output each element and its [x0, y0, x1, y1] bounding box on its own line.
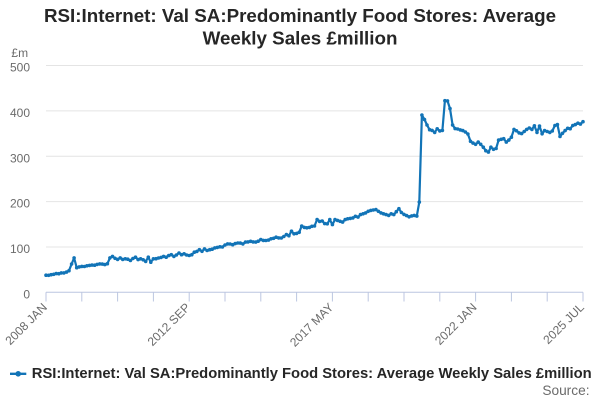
svg-text:500: 500 [10, 61, 30, 75]
svg-text:£m: £m [11, 46, 28, 60]
svg-text:2017 MAY: 2017 MAY [287, 300, 336, 349]
svg-text:400: 400 [10, 106, 30, 120]
svg-text:Weekly Sales £million: Weekly Sales £million [203, 28, 398, 49]
svg-text:2022 JAN: 2022 JAN [432, 300, 479, 347]
svg-text:100: 100 [10, 242, 30, 256]
svg-text:RSI:Internet: Val SA:Predomina: RSI:Internet: Val SA:Predominantly Food … [32, 366, 592, 382]
svg-text:300: 300 [10, 151, 30, 165]
svg-text:200: 200 [10, 197, 30, 211]
svg-text:2025 JUL: 2025 JUL [540, 300, 587, 347]
svg-text:RSI:Internet: Val SA:Predomina: RSI:Internet: Val SA:Predominantly Food … [44, 5, 556, 26]
svg-text:2008 JAN: 2008 JAN [2, 300, 49, 347]
svg-text:Source:: Source: [542, 383, 589, 398]
svg-text:0: 0 [23, 287, 30, 301]
svg-text:2012 SEP: 2012 SEP [145, 300, 193, 348]
